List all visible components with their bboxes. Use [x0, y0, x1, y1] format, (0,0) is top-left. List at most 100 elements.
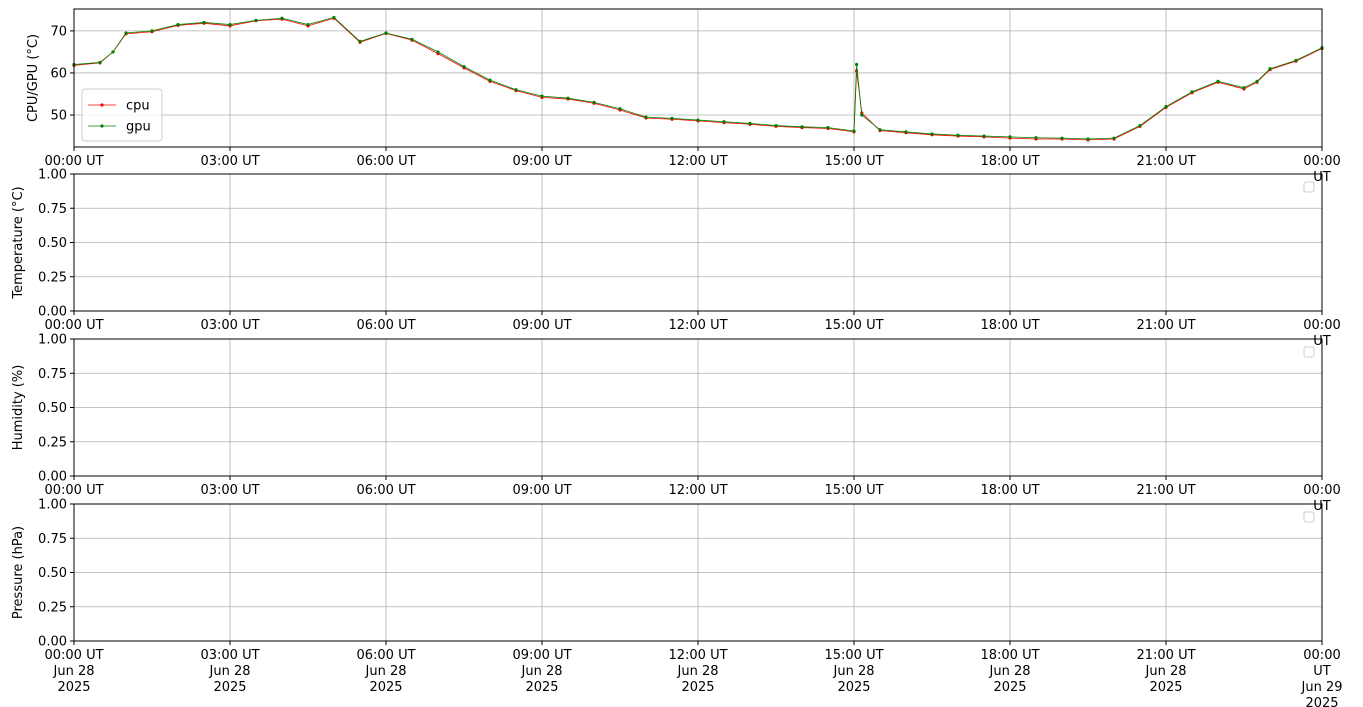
x-tick-label: 15:00 UT [824, 318, 884, 333]
y-tick-label: 1.00 [38, 168, 67, 183]
plot-frame [73, 173, 1323, 312]
point [1008, 135, 1012, 139]
point [696, 118, 700, 122]
point [150, 29, 154, 33]
x-tick-label: 18:00 UT [980, 483, 1040, 498]
x-tick-label: 12:00 UT [668, 483, 728, 498]
point [358, 39, 362, 43]
point [1190, 90, 1194, 94]
y-axis-label: Temperature (°C) [11, 186, 26, 299]
y-axis-label: CPU/GPU (°C) [26, 34, 41, 122]
x-tick-label: 09:00 UT [512, 483, 572, 498]
point [280, 16, 284, 20]
x-tick-label: 06:00 UT Jun 28 2025 [356, 648, 416, 695]
x-tick-label: 06:00 UT [356, 154, 416, 169]
y-tick-label: 1.00 [38, 498, 67, 513]
point [1112, 136, 1116, 140]
point [930, 132, 934, 136]
point [332, 15, 336, 20]
y-tick-label: 0.25 [38, 435, 67, 450]
point [176, 22, 180, 27]
x-tick-label: 06:00 UT [356, 483, 416, 498]
x-tick-label: 06:00 UT [356, 318, 416, 333]
x-tick-label: 03:00 UT [200, 318, 260, 333]
x-tick-label: 00:00 UT [1303, 318, 1341, 349]
point [618, 107, 622, 111]
point [1255, 79, 1259, 83]
x-tick-label: 00:00 UT [1303, 154, 1341, 185]
point [1216, 79, 1220, 83]
point [904, 130, 908, 134]
y-tick-label: 50 [50, 109, 67, 124]
legend-marker [100, 103, 104, 107]
point [1268, 67, 1272, 71]
legend-box [81, 88, 163, 142]
plot-frame [73, 338, 1323, 477]
x-tick-label: 15:00 UT [824, 154, 884, 169]
x-tick-label: 00:00 UT Jun 28 2025 [44, 648, 104, 695]
point [1034, 136, 1038, 140]
y-tick-label: 0.00 [38, 470, 67, 485]
point [1294, 58, 1298, 62]
point [592, 100, 596, 105]
point [306, 22, 310, 27]
x-tick-label: 12:00 UT [668, 154, 728, 169]
point [514, 88, 518, 92]
point [956, 133, 960, 137]
point [1164, 105, 1168, 109]
y-axis-label: Humidity (%) [11, 365, 26, 451]
point [1086, 137, 1090, 141]
y-tick-label: 60 [50, 66, 67, 81]
x-tick-label: 18:00 UT [980, 318, 1040, 333]
x-tick-label: 00:00 UT [44, 318, 104, 333]
point [1242, 86, 1246, 90]
y-tick-label: 0.50 [38, 566, 67, 581]
point [202, 20, 206, 25]
point [1060, 136, 1064, 140]
point [566, 96, 570, 100]
point [826, 126, 830, 130]
x-tick-label: 18:00 UT Jun 28 2025 [980, 648, 1040, 695]
x-tick-label: 12:00 UT Jun 28 2025 [668, 648, 728, 695]
point [748, 121, 752, 126]
y-tick-label: 0.50 [38, 401, 67, 416]
legend-label: cpu [126, 99, 150, 114]
plot-frame [73, 8, 1323, 148]
x-tick-label: 09:00 UT Jun 28 2025 [512, 648, 572, 695]
x-tick-label: 03:00 UT [200, 483, 260, 498]
point [855, 62, 859, 67]
y-tick-label: 0.75 [38, 367, 67, 382]
x-tick-label: 00:00 UT Jun 29 2025 [1301, 648, 1343, 707]
y-tick-label: 0.00 [38, 635, 67, 650]
point [488, 78, 492, 82]
point [982, 134, 986, 138]
y-tick-label: 0.25 [38, 270, 67, 285]
x-tick-label: 00:00 UT [1303, 483, 1341, 514]
x-tick-label: 00:00 UT [44, 154, 104, 169]
point [860, 113, 864, 117]
x-tick-label: 03:00 UT Jun 28 2025 [200, 648, 260, 695]
y-tick-label: 0.50 [38, 236, 67, 251]
point [644, 115, 648, 119]
point [111, 50, 115, 54]
y-tick-label: 0.75 [38, 532, 67, 547]
x-tick-label: 21:00 UT [1136, 483, 1196, 498]
y-axis-label: Pressure (hPa) [11, 526, 26, 619]
y-tick-label: 0.00 [38, 305, 67, 320]
y-tick-label: 70 [50, 24, 67, 39]
point [98, 60, 102, 65]
x-tick-label: 03:00 UT [200, 154, 260, 169]
legend-box [1303, 181, 1315, 193]
point [878, 128, 882, 132]
point [228, 22, 232, 27]
x-tick-label: 00:00 UT [44, 483, 104, 498]
y-tick-label: 0.75 [38, 202, 67, 217]
x-tick-label: 18:00 UT [980, 154, 1040, 169]
legend-box [1303, 511, 1315, 523]
point [852, 129, 856, 133]
point [384, 31, 388, 35]
y-tick-label: 1.00 [38, 333, 67, 348]
plot-frame [73, 503, 1323, 642]
